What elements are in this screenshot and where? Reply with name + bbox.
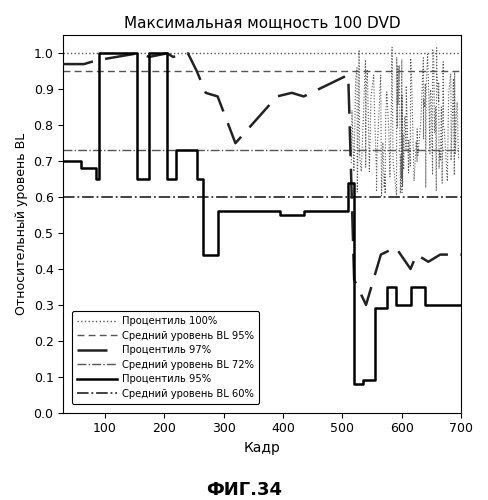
X-axis label: Кадр: Кадр <box>244 441 281 455</box>
Text: ФИГ.34: ФИГ.34 <box>206 481 282 499</box>
Legend: Процентиль 100%, Средний уровень BL 95%, Процентиль 97%, Средний уровень BL 72%,: Процентиль 100%, Средний уровень BL 95%,… <box>72 312 259 404</box>
Title: Максимальная мощность 100 DVD: Максимальная мощность 100 DVD <box>124 15 401 30</box>
Y-axis label: Относительный уровень BL: Относительный уровень BL <box>15 133 28 315</box>
